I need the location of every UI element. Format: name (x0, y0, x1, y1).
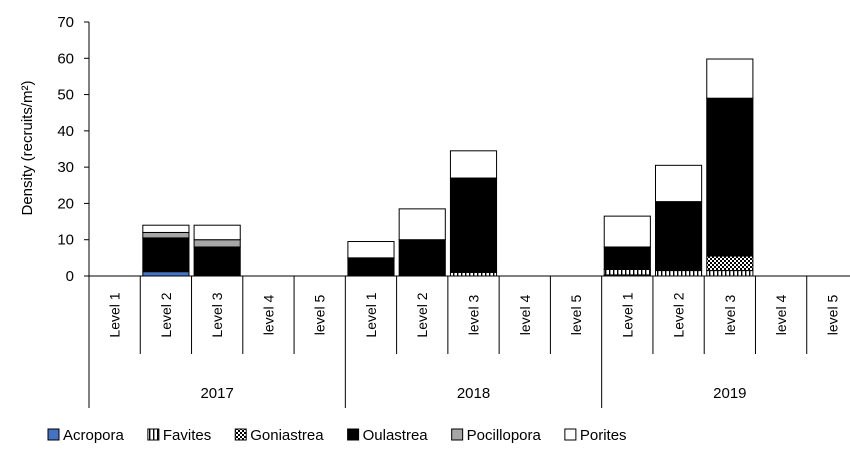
y-tick-label: 50 (57, 87, 74, 104)
bar-segment-goniastrea (706, 255, 754, 272)
legend-label: Acropora (63, 427, 125, 444)
legend-label: Porites (580, 427, 627, 444)
plot-area: 0 10 20 30 40 50 60 70 Level 1 Level 2 Level 3 leve… (57, 14, 850, 408)
x-category-label: level 4 (260, 295, 276, 336)
y-tick-label: 60 (57, 50, 74, 67)
y-tick-label: 20 (57, 195, 74, 212)
legend-swatch-acropora (47, 428, 60, 441)
legend-swatch-oulastrea (347, 428, 360, 441)
bar-segment-oulastrea (449, 177, 498, 273)
bar-segment-oulastrea (706, 97, 754, 257)
x-category-label: level 4 (517, 295, 533, 336)
y-tick-label: 0 (66, 268, 74, 285)
x-category-label: Level 2 (158, 292, 174, 337)
legend-label: Goniastrea (250, 427, 324, 444)
bar-segment-porites (603, 215, 651, 248)
x-category-label: level 3 (722, 295, 738, 336)
bar-segment-porites (449, 150, 498, 179)
x-category-label: Level 1 (107, 292, 123, 337)
bar-segment-oulastrea (398, 239, 446, 277)
bar-segment-porites (347, 241, 395, 259)
bar-segment-favites (654, 270, 703, 277)
legend-swatch-pocillopora (451, 428, 464, 441)
x-category-label: level 5 (312, 295, 328, 336)
legend-swatch-favites (147, 428, 160, 441)
legend-label: Oulastrea (363, 427, 429, 444)
bar-segment-oulastrea (603, 246, 651, 270)
bar-segment-porites (654, 164, 703, 203)
bar-segment-favites (603, 268, 651, 276)
legend-label: Favites (163, 427, 211, 444)
y-tick-label: 40 (57, 123, 74, 140)
x-group-label: 2018 (457, 385, 490, 402)
x-category-label: level 4 (773, 295, 789, 336)
bar-segment-oulastrea (654, 201, 703, 272)
y-tick-label: 10 (57, 232, 74, 249)
bar-segment-oulastrea (347, 257, 395, 277)
x-category-label: level 3 (466, 295, 482, 336)
bar-segment-pocillopora (193, 239, 241, 248)
x-category-label: Level 1 (363, 292, 379, 337)
bar-segment-favites (449, 271, 498, 277)
x-category-label: Level 1 (619, 292, 635, 337)
bar-segment-porites (706, 58, 754, 99)
x-group-label: 2019 (713, 385, 746, 402)
legend-swatch-porites (564, 428, 577, 441)
x-category-label: Level 3 (209, 292, 225, 337)
x-category-label: Level 2 (671, 292, 687, 337)
legend-label: Pocillopora (467, 427, 542, 444)
legend-swatch-goniastrea (234, 428, 247, 441)
bar-segment-porites (398, 208, 446, 241)
bar-segment-oulastrea (193, 246, 241, 277)
y-tick-label: 70 (57, 14, 74, 31)
x-category-label: level 5 (824, 295, 840, 336)
bar-segment-oulastrea (142, 237, 190, 273)
x-group-label: 2017 (200, 385, 233, 402)
bar-segment-acropora (142, 271, 190, 277)
x-category-label: Level 2 (414, 292, 430, 337)
bar-segment-porites (193, 224, 241, 241)
bar-segment-porites (142, 224, 190, 233)
x-category-label: level 5 (568, 295, 584, 336)
y-axis-label: Density (recruits/m²) (19, 80, 36, 215)
bar-segment-pocillopora (142, 231, 190, 239)
y-tick-label: 30 (57, 159, 74, 176)
bar-segment-favites (706, 270, 754, 277)
legend: Acropora Favites Goniastrea Oulastrea Pocill… (47, 427, 627, 444)
